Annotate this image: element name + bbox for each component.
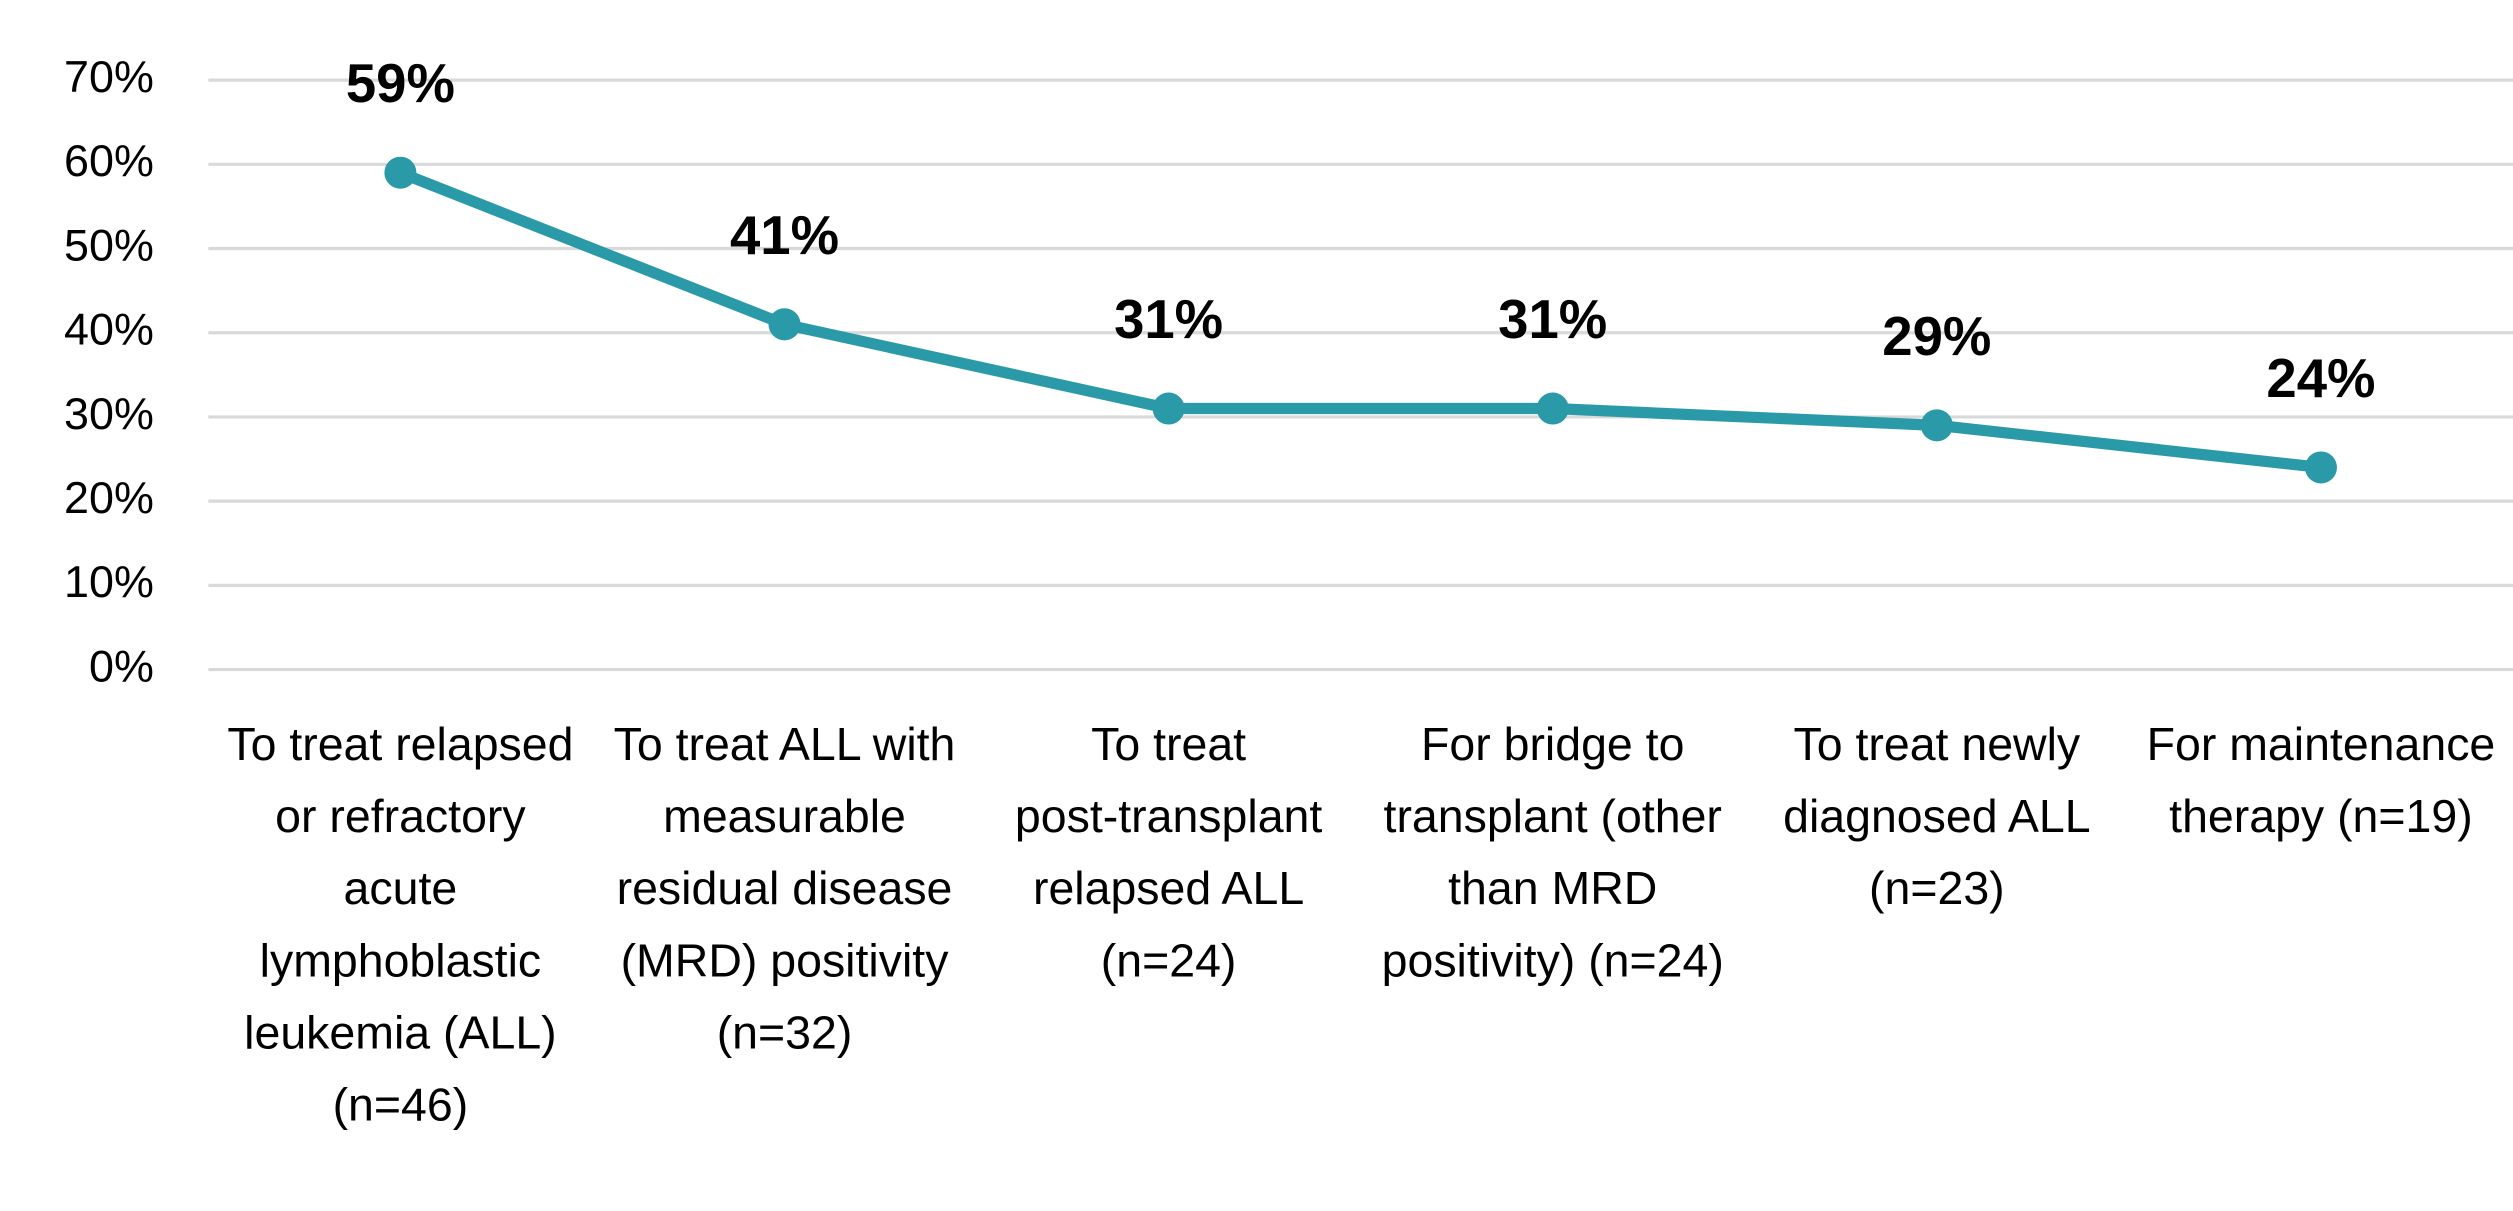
x-tick-label: To treat relapsed or refractory acute lymph… bbox=[227, 718, 573, 1130]
y-tick-label: 20% bbox=[64, 472, 154, 523]
x-tick-line: than MRD bbox=[1448, 863, 1657, 915]
x-tick-line: lymphoblastic bbox=[260, 935, 541, 987]
y-tick-label: 0% bbox=[89, 640, 154, 691]
y-tick-label: 40% bbox=[64, 304, 154, 355]
x-tick-label: To treat ALL with measurable residual dise… bbox=[614, 718, 956, 1058]
x-tick-label: To treat newly diagnosed ALL (n=23) bbox=[1783, 718, 2090, 914]
y-tick-label: 60% bbox=[64, 135, 154, 186]
marker bbox=[768, 308, 801, 341]
x-tick-line: To treat newly bbox=[1794, 718, 2081, 770]
x-tick-label: For maintenance therapy (n=19) bbox=[2147, 718, 2496, 842]
x-tick-line: relapsed ALL bbox=[1033, 863, 1304, 915]
data-label: 41% bbox=[730, 205, 839, 266]
y-tick-label: 10% bbox=[64, 556, 154, 607]
marker bbox=[384, 156, 417, 189]
x-tick-line: (n=23) bbox=[1869, 863, 2005, 915]
x-tick-label: To treat post-transplant relapsed ALL (n=24… bbox=[1015, 718, 1322, 986]
x-tick-label: For bridge to transplant (other than MRD po… bbox=[1382, 718, 1724, 986]
x-tick-line: (n=32) bbox=[717, 1007, 853, 1059]
x-tick-line: measurable bbox=[663, 790, 906, 842]
data-label: 29% bbox=[1882, 306, 1991, 367]
data-label: 59% bbox=[346, 53, 455, 114]
x-tick-line: therapy (n=19) bbox=[2169, 790, 2473, 842]
y-tick-label: 50% bbox=[64, 219, 154, 270]
data-label: 24% bbox=[2266, 348, 2375, 409]
data-label: 31% bbox=[1498, 289, 1607, 350]
x-tick-line: or refractory bbox=[275, 790, 526, 842]
marker bbox=[2304, 451, 2337, 484]
y-tick-label: 70% bbox=[64, 51, 154, 102]
x-tick-line: To treat ALL with bbox=[614, 718, 956, 770]
marker bbox=[1536, 392, 1569, 425]
data-label: 31% bbox=[1114, 289, 1223, 350]
x-tick-line: For maintenance bbox=[2147, 718, 2496, 770]
x-tick-line: For bridge to bbox=[1421, 718, 1684, 770]
x-tick-line: positivity) (n=24) bbox=[1382, 935, 1724, 987]
x-tick-line: diagnosed ALL bbox=[1783, 790, 2090, 842]
x-tick-line: leukemia (ALL) bbox=[244, 1007, 556, 1059]
x-tick-line: residual disease bbox=[617, 863, 953, 915]
x-tick-line: To treat bbox=[1091, 718, 1246, 770]
y-tick-label: 30% bbox=[64, 388, 154, 439]
x-tick-line: To treat relapsed bbox=[227, 718, 573, 770]
marker bbox=[1152, 392, 1185, 425]
x-tick-line: acute bbox=[344, 863, 458, 915]
x-tick-line: (MRD) positivity bbox=[621, 935, 950, 987]
x-tick-line: transplant (other bbox=[1384, 790, 1722, 842]
x-tick-line: post-transplant bbox=[1015, 790, 1322, 842]
x-tick-line: (n=24) bbox=[1101, 935, 1237, 987]
x-tick-line: (n=46) bbox=[333, 1079, 469, 1131]
marker bbox=[1920, 409, 1953, 442]
line bbox=[398, 167, 2322, 474]
